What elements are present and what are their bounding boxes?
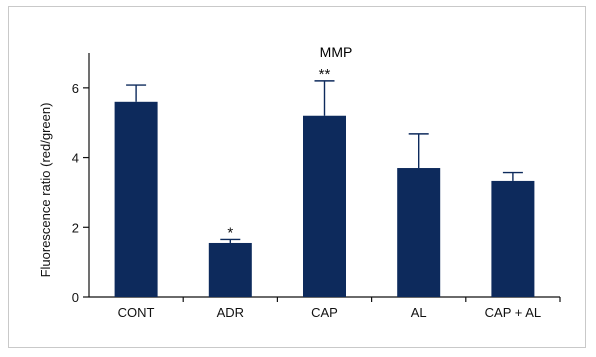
significance-marker: * — [227, 224, 233, 241]
y-tick-label: 0 — [72, 290, 79, 305]
y-axis-title: Fluorescence ratio (red/green) — [38, 103, 53, 278]
x-tick-label: ADR — [217, 305, 244, 320]
bar-adr — [208, 242, 252, 297]
y-tick-label: 4 — [72, 151, 79, 166]
significance-marker: ** — [319, 66, 331, 83]
bar-cap — [303, 115, 346, 297]
x-tick-label: CONT — [118, 305, 155, 320]
bar-cont — [114, 101, 158, 297]
x-tick-label: AL — [411, 305, 427, 320]
bar-al — [397, 168, 441, 297]
x-tick-labels: CONT ADR CAP AL CAP + AL — [118, 297, 561, 320]
y-tick-label: 2 — [72, 220, 79, 235]
chart-frame — [8, 6, 586, 348]
x-tick-label: CAP — [311, 305, 338, 320]
x-tick-label: CAP + AL — [485, 305, 542, 320]
y-ticks: 0 2 4 6 — [72, 81, 89, 305]
bar-cap-al — [491, 180, 535, 297]
bars: *** — [114, 66, 535, 297]
chart-title: MMP — [320, 44, 353, 60]
y-tick-label: 6 — [72, 81, 79, 96]
